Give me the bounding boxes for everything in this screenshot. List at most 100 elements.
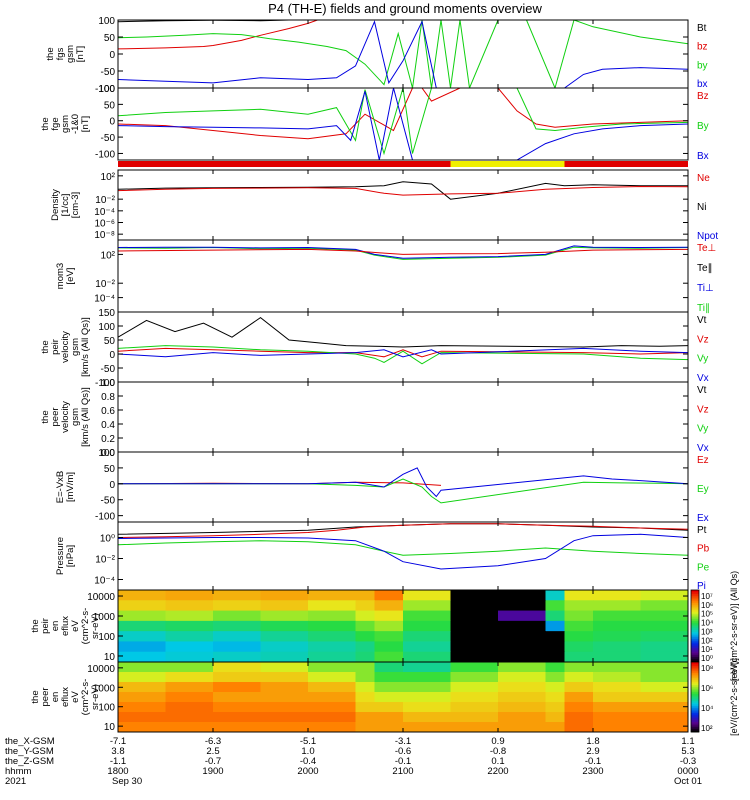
heatmap-cell	[355, 610, 375, 622]
y-axis-label: Density [1/cc] [cm-3]	[50, 189, 81, 221]
heatmap-cell	[498, 692, 546, 703]
heatmap-cell	[165, 610, 214, 622]
y-tick-label: 0	[109, 50, 115, 61]
legend-label-Pb: Pb	[697, 544, 710, 555]
legend-label-Bt: Bt	[697, 23, 707, 34]
heatmap-cell	[355, 651, 375, 662]
y-tick-label: 0.4	[101, 420, 115, 431]
time-row-value: -3.1	[395, 736, 411, 747]
y-axis-label-line: gsm	[70, 338, 81, 356]
heatmap-cell	[118, 712, 166, 723]
colorbar-segment	[691, 665, 699, 668]
time-row-value: 0.1	[491, 756, 504, 767]
colorbar-tick-label: 10⁶	[701, 601, 713, 610]
panel-efield: Ez Ey Ex 100 50 0 -50 -100 E=-VxB [mV/m]	[55, 448, 709, 524]
colorbar-segment	[691, 593, 699, 596]
time-row-value: 2300	[582, 766, 603, 777]
heatmap-cell	[564, 692, 594, 703]
colorbar-tick-label: 10⁵	[701, 610, 713, 619]
legend-label-By: By	[697, 121, 709, 132]
time-axis: the_X-GSM -7.1 -6.3 -5.1 -3.1 0.9 1.8 1.1 the_Y-…	[5, 736, 702, 787]
heatmap-cell	[165, 651, 214, 662]
heatmap-cell	[213, 620, 261, 632]
heatmap-cell	[545, 682, 565, 693]
time-row-value: 0.9	[491, 736, 504, 747]
heatmap-cell	[374, 641, 404, 653]
heatmap-cell	[593, 600, 641, 612]
y-tick-label: 10⁻²	[95, 195, 115, 206]
heatmap-cell	[545, 610, 565, 622]
legend-label-Te⊥: Te⊥	[697, 243, 716, 254]
y-axis-label-line: gsm	[65, 45, 76, 63]
time-row-label: the_Y-GSM	[5, 746, 54, 757]
heatmap-cell	[260, 682, 309, 693]
colorbar-tick-label: 10⁸	[701, 664, 713, 673]
panel-pressure: Pt Pb Pe Pi 10⁰ 10⁻² 10⁻⁴ Pressure [nPa]	[55, 521, 710, 592]
heatmap-cell	[213, 692, 261, 703]
y-tick-label: -50	[101, 496, 116, 507]
heatmap-cell	[450, 590, 499, 601]
y-axis-label-line: [nT]	[80, 116, 91, 132]
y-tick-label: 0	[109, 480, 115, 491]
y-axis-label: the peir en eflux eV (cm^2-s-sr-eV)	[30, 608, 101, 645]
heatmap-cell	[593, 682, 641, 693]
colorbar-tick-label: 10⁴	[701, 619, 714, 628]
heatmap-cell	[165, 672, 214, 683]
heatmap-cell	[564, 600, 594, 612]
heatmap-cell	[545, 590, 565, 601]
colorbar-segment	[691, 604, 699, 607]
colorbar-frame	[690, 661, 700, 733]
time-row-value: -7.1	[110, 736, 126, 747]
heatmap-cell	[403, 672, 451, 683]
y-axis-label-line: peir	[50, 339, 61, 355]
colorbar-segment	[691, 609, 699, 612]
heatmap-cell	[498, 682, 546, 693]
y-axis-label-line: the	[30, 690, 41, 703]
heatmap-cell	[355, 641, 375, 653]
colorbar-segment	[691, 591, 699, 594]
heatmap-cell	[593, 620, 641, 632]
colorbar-segment	[691, 721, 699, 724]
colorbar-segment	[691, 647, 699, 650]
y-tick-label: 10⁻⁴	[94, 294, 115, 305]
time-row-value: -1.1	[110, 756, 126, 767]
heatmap-cell	[498, 620, 546, 632]
heatmap-cell	[593, 610, 641, 622]
time-row-value: -6.3	[205, 736, 221, 747]
heatmap-cell	[308, 641, 356, 653]
colorbar-segment	[691, 656, 699, 659]
heatmap-cell	[545, 702, 565, 713]
y-tick-label: 10⁻²	[95, 279, 115, 290]
heatmap-cell	[498, 590, 546, 601]
colorbar-segment	[691, 672, 699, 675]
heatmap-cell	[374, 662, 404, 673]
y-tick-label: 10⁻⁴	[94, 207, 115, 218]
heatmap-cell	[308, 712, 356, 723]
y-tick-label: 100	[98, 448, 115, 459]
legend-label-by: by	[697, 60, 708, 71]
time-row-label: the_Z-GSM	[5, 756, 54, 767]
y-tick-label: 10²	[101, 250, 116, 261]
series-line-by	[118, 20, 688, 88]
heatmap-cell	[260, 651, 309, 662]
time-row-value: -0.7	[205, 756, 221, 767]
y-tick-label: 0	[109, 117, 115, 128]
heatmap-cell	[213, 712, 261, 723]
heatmap-cell	[403, 600, 451, 612]
heatmap-cell	[118, 702, 166, 713]
series-line-Vt	[118, 316, 688, 348]
y-axis-label-line: [eV]	[65, 268, 76, 285]
y-axis-label-line: the	[40, 410, 51, 423]
heatmap-cell	[165, 641, 214, 653]
heatmap-cell	[308, 631, 356, 642]
heatmap-cell	[213, 610, 261, 622]
time-row-value: 5.3	[681, 746, 694, 757]
colorbar-segment	[691, 613, 699, 616]
y-tick-label: 0.2	[101, 434, 115, 445]
y-axis-label-line: en	[50, 621, 61, 632]
time-row-label: the_X-GSM	[5, 736, 55, 747]
heatmap-cell	[118, 651, 166, 662]
time-row-label: hhmm	[5, 766, 31, 777]
